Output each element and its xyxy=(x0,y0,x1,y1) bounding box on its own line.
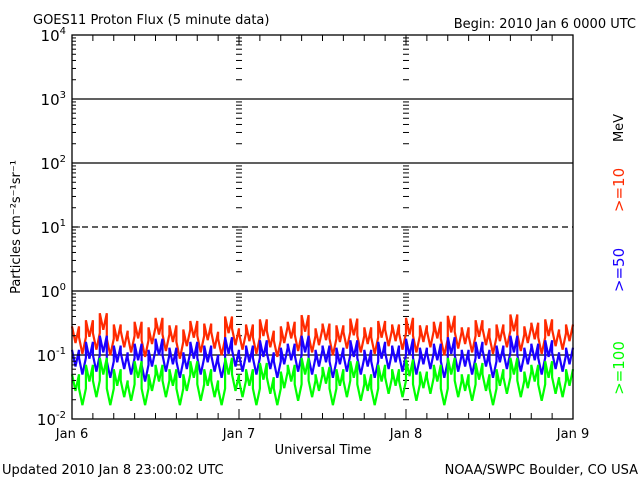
legend-label: >=10 xyxy=(610,168,628,212)
x-tick-label: Jan 8 xyxy=(389,427,422,442)
y-tick-label: 10-1 xyxy=(37,346,66,365)
y-tick-label: 104 xyxy=(41,26,66,45)
units-label: MeV xyxy=(612,114,627,142)
updated-time: Updated 2010 Jan 8 23:00:02 UTC xyxy=(2,463,224,478)
legend-label: >=100 xyxy=(610,341,628,395)
series-line xyxy=(70,335,575,382)
y-axis-label: Particles cm⁻²s⁻¹sr⁻¹ xyxy=(9,160,24,294)
y-tick-label: 10-2 xyxy=(37,410,66,429)
y-tick-label: 101 xyxy=(41,218,66,237)
x-tick-label: Jan 7 xyxy=(222,427,255,442)
x-tick-label: Jan 9 xyxy=(556,427,589,442)
x-tick-label: Jan 6 xyxy=(55,427,88,442)
series-line xyxy=(70,312,575,359)
y-tick-label: 102 xyxy=(41,154,66,173)
legend-label: >=50 xyxy=(610,248,628,292)
y-tick-label: 100 xyxy=(41,282,66,301)
series-line xyxy=(70,357,575,406)
y-tick-label: 103 xyxy=(41,90,66,109)
begin-time: Begin: 2010 Jan 6 0000 UTC xyxy=(454,17,636,32)
chart-title: GOES11 Proton Flux (5 minute data) xyxy=(33,13,269,28)
plot-frame xyxy=(71,34,574,420)
x-axis-label: Universal Time xyxy=(275,443,372,458)
source-credit: NOAA/SWPC Boulder, CO USA xyxy=(445,463,638,478)
